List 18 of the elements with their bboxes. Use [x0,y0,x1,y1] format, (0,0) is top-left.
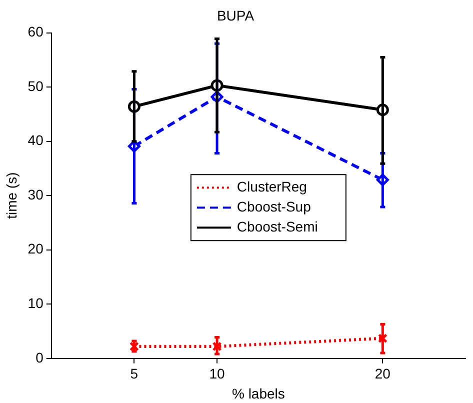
y-tick-label: 40 [28,132,44,148]
x-tick-label: 10 [209,366,226,382]
point [212,342,222,352]
point [378,334,388,344]
legend-label: Cboost-Semi [236,218,318,234]
y-tick-label: 0 [36,349,44,366]
y-tick-label: 20 [28,240,44,257]
y-tick-label: 30 [28,186,44,202]
chart-title: BUPA [216,7,255,24]
legend-label: Cboost-Sup [236,198,312,214]
y-tick-label: 50 [28,78,44,94]
x-axis-title: % labels [232,385,285,402]
y-tick-label: 60 [28,24,44,40]
y-tick-label: 10 [28,294,44,311]
y-axis-title: time (s) [3,172,20,219]
x-tick-label: 20 [374,366,391,382]
x-tick-label: 5 [130,366,138,382]
legend-label: ClusterReg [236,178,307,194]
